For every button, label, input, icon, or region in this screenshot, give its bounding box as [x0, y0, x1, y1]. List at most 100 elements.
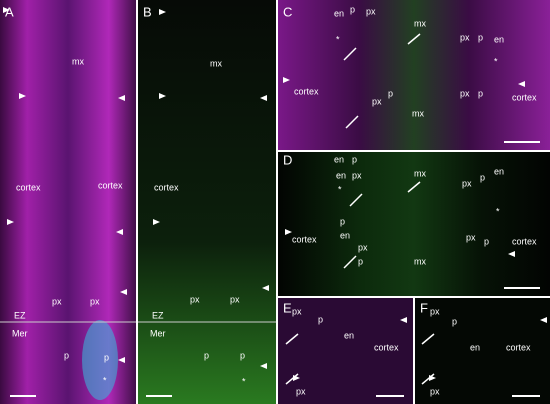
annotation: p: [480, 172, 485, 182]
annotation: Mer: [12, 328, 28, 338]
annotation: mx: [210, 58, 222, 68]
arrowhead: [19, 93, 26, 99]
arrowhead: [400, 317, 407, 323]
annotation: EZ: [152, 310, 164, 320]
annotation: *: [103, 375, 107, 385]
panel-f: [415, 298, 550, 404]
annotation: px: [430, 306, 440, 316]
annotation: px: [366, 6, 376, 16]
arrowhead: [7, 219, 14, 225]
arrow: [285, 373, 299, 385]
annotation: p: [478, 32, 483, 42]
annotation: mx: [414, 18, 426, 28]
annotation: p: [204, 350, 209, 360]
panel: Bmx cortex px px EZ Mer p p *: [143, 4, 246, 386]
panel-b: [138, 0, 276, 404]
annotation: cortex: [506, 342, 531, 352]
annotation: mx: [414, 256, 426, 266]
annotation: p: [478, 88, 483, 98]
annotation: p: [340, 216, 345, 226]
scale-bars: [10, 141, 540, 397]
annotation: p: [388, 88, 393, 98]
annotation: p: [240, 350, 245, 360]
panel-label: E: [283, 300, 292, 315]
annotation: en: [334, 154, 344, 164]
annotation: Mer: [150, 328, 166, 338]
annotation: cortex: [16, 182, 41, 192]
annotation: *: [242, 376, 246, 386]
annotation: cortex: [154, 182, 179, 192]
arrowhead: [116, 229, 123, 235]
annotation: *: [496, 206, 500, 216]
cell-cluster: [82, 320, 118, 400]
annotation: mx: [72, 56, 84, 66]
arrowhead: [283, 77, 290, 83]
arrowhead: [260, 95, 267, 101]
arrowhead: [518, 81, 525, 87]
arrow: [285, 333, 299, 345]
arrow: [407, 181, 421, 193]
arrowhead: [260, 363, 267, 369]
annotation: cortex: [292, 234, 317, 244]
panel-d: [278, 152, 550, 296]
arrowhead: [159, 9, 166, 15]
annotation: cortex: [294, 86, 319, 96]
panel-label: A: [5, 4, 14, 19]
annotation: px: [90, 296, 100, 306]
arrow: [343, 255, 357, 269]
annotation: px: [462, 178, 472, 188]
annotation: p: [350, 4, 355, 14]
arrowhead: [153, 219, 160, 225]
annotation: *: [338, 184, 342, 194]
panel-label: D: [283, 152, 292, 167]
annotation: cortex: [374, 342, 399, 352]
panel-label: F: [420, 300, 428, 315]
arrow: [421, 333, 435, 345]
arrowhead: [3, 7, 10, 13]
panel-e: [278, 298, 413, 404]
annotation: p: [484, 236, 489, 246]
annotation: p: [104, 352, 109, 362]
annotation: en: [494, 34, 504, 44]
annotation: p: [318, 314, 323, 324]
annotation: px: [372, 96, 382, 106]
arrow: [407, 33, 421, 45]
arrow: [345, 115, 359, 129]
annotation: EZ: [14, 310, 26, 320]
arrowhead: [159, 93, 166, 99]
annotation: px: [466, 232, 476, 242]
annotation: cortex: [98, 180, 123, 190]
annotation: en: [334, 8, 344, 18]
panel-label: B: [143, 4, 152, 19]
annotation: en: [470, 342, 480, 352]
annotation: px: [352, 170, 362, 180]
annotation: p: [358, 256, 363, 266]
arrowhead: [118, 357, 125, 363]
annotation: px: [292, 306, 302, 316]
arrowhead: [262, 285, 269, 291]
annotation: px: [430, 386, 440, 396]
annotation: px: [460, 88, 470, 98]
annotation: p: [352, 154, 357, 164]
annotation: p: [64, 350, 69, 360]
arrows: [3, 7, 547, 385]
annotation: mx: [412, 108, 424, 118]
panel-label: C: [283, 4, 292, 19]
annotation: mx: [414, 168, 426, 178]
arrow: [349, 193, 363, 207]
arrowhead: [508, 251, 515, 257]
annotation: *: [336, 34, 340, 44]
annotation: cortex: [512, 236, 537, 246]
arrowhead: [120, 289, 127, 295]
arrowhead: [285, 229, 292, 235]
annotation: p: [452, 316, 457, 326]
annotation: px: [358, 242, 368, 252]
annotation: px: [190, 294, 200, 304]
annotation: en: [494, 166, 504, 176]
